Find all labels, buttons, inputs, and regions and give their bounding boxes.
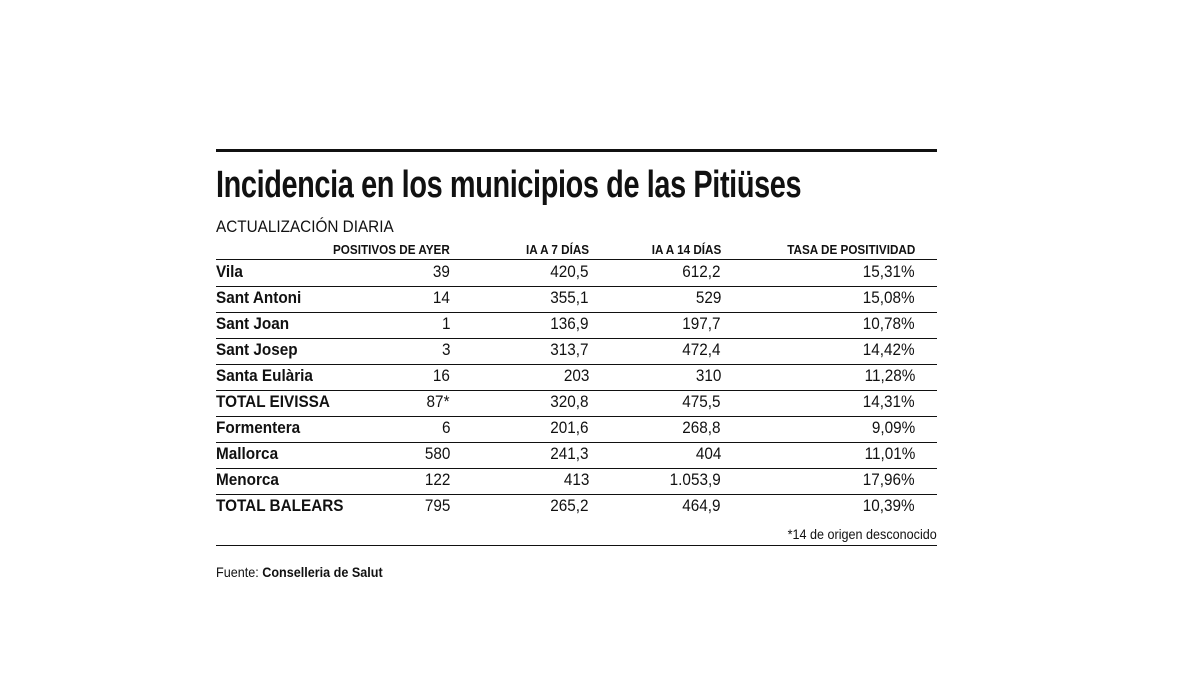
cell-value: 355,1 [550,288,589,307]
title: Incidencia en los municipios de las Piti… [216,164,802,206]
row-rule [216,442,937,443]
cell-value: 1.053,9 [669,470,721,489]
column-header: TASA DE POSITIVIDAD [786,242,915,257]
cell-value: 529 [695,288,721,307]
column-header: POSITIVOS DE AYER [333,242,450,257]
row-rule [216,416,937,417]
cell-value: 420,5 [550,262,589,281]
row-rule [216,390,937,391]
cell-value: 87* [427,392,450,411]
cell-value: 3 [441,340,450,359]
row-label: Sant Antoni [216,288,302,307]
bottom-rule [216,545,937,546]
row-label: TOTAL EIVISSA [216,392,330,411]
cell-value: 201,6 [550,418,589,437]
cell-value: 15,08% [863,288,915,307]
cell-value: 404 [695,444,721,463]
cell-value: 472,4 [682,340,721,359]
cell-value: 39 [432,262,450,281]
row-label: Sant Josep [216,340,298,359]
cell-value: 475,5 [682,392,721,411]
row-label: Sant Joan [216,314,290,333]
header-rule [216,259,937,260]
cell-value: 795 [424,496,450,515]
top-rule [216,149,937,152]
cell-value: 320,8 [550,392,589,411]
row-rule [216,286,937,287]
cell-value: 464,9 [682,496,721,515]
cell-value: 11,01% [864,444,915,463]
row-rule [216,312,937,313]
footnote: *14 de origen desconocido [787,526,937,542]
cell-value: 10,78% [863,314,915,333]
row-rule [216,468,937,469]
cell-value: 310 [695,366,721,385]
cell-value: 313,7 [550,340,589,359]
cell-value: 612,2 [682,262,721,281]
cell-value: 136,9 [550,314,589,333]
cell-value: 413 [563,470,589,489]
cell-value: 14 [432,288,450,307]
row-label: TOTAL BALEARS [216,496,344,515]
cell-value: 580 [424,444,450,463]
cell-value: 122 [424,470,450,489]
cell-value: 14,31% [863,392,915,411]
cell-value: 265,2 [550,496,589,515]
cell-value: 203 [563,366,589,385]
cell-value: 241,3 [550,444,589,463]
cell-value: 16 [432,366,450,385]
row-rule [216,364,937,365]
cell-value: 15,31% [863,262,915,281]
column-header: IA A 7 DÍAS [525,242,589,257]
row-label: Santa Eulària [216,366,313,385]
subtitle: ACTUALIZACIÓN DIARIA [216,217,394,236]
column-header: IA A 14 DÍAS [651,242,721,257]
cell-value: 11,28% [864,366,915,385]
cell-value: 10,39% [863,496,915,515]
row-rule [216,338,937,339]
row-rule [216,494,937,495]
row-label: Formentera [216,418,301,437]
source-name: Conselleria de Salut [262,564,383,580]
row-label: Vila [216,262,243,281]
row-label: Mallorca [216,444,279,463]
cell-value: 268,8 [682,418,721,437]
source-label: Fuente: [216,564,259,580]
cell-value: 14,42% [863,340,915,359]
cell-value: 17,96% [863,470,915,489]
row-label: Menorca [216,470,279,489]
cell-value: 6 [441,418,450,437]
source: Fuente: Conselleria de Salut [216,564,383,580]
cell-value: 1 [441,314,450,333]
cell-value: 9,09% [871,418,915,437]
cell-value: 197,7 [682,314,721,333]
